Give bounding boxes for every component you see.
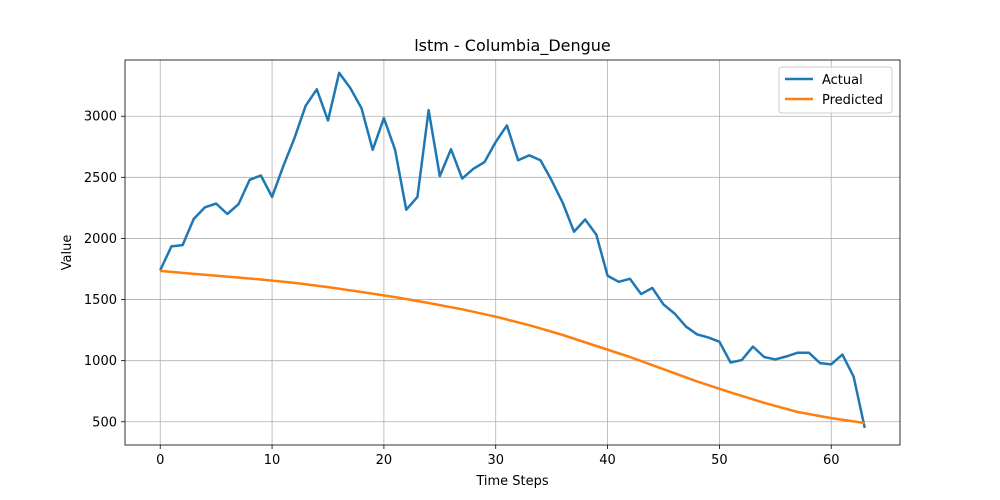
series-line-actual — [159, 71, 866, 429]
plot-series — [159, 71, 866, 429]
plot-area-frame — [124, 59, 901, 446]
axis-ticks: 0 10 20 30 40 50 60 500 1000 1500 2000 2500 3000 — [84, 110, 840, 468]
x-tick-label: 30 — [487, 453, 504, 468]
x-tick-label: 0 — [156, 453, 164, 468]
legend-label-actual: Actual — [822, 73, 863, 88]
y-tick-label: 3000 — [84, 110, 117, 125]
y-tick-label: 2500 — [84, 171, 117, 186]
x-tick-label: 10 — [264, 453, 281, 468]
y-axis-label: Value — [60, 235, 75, 271]
series-line-predicted — [160, 269, 865, 425]
y-tick-label: 2000 — [84, 232, 117, 247]
y-tick-label: 500 — [92, 415, 117, 430]
y-tick-label: 1500 — [84, 293, 117, 308]
x-tick-label: 60 — [823, 453, 840, 468]
x-axis-label: Time Steps — [475, 474, 549, 489]
chart-title: lstm - Columbia_Dengue — [414, 36, 611, 56]
x-tick-label: 50 — [711, 453, 728, 468]
x-tick-label: 40 — [599, 453, 616, 468]
grid-lines — [125, 60, 900, 445]
legend-label-predicted: Predicted — [822, 93, 883, 108]
y-tick-label: 1000 — [84, 354, 117, 369]
legend: Actual Predicted — [778, 66, 893, 114]
x-tick-label: 20 — [376, 453, 393, 468]
